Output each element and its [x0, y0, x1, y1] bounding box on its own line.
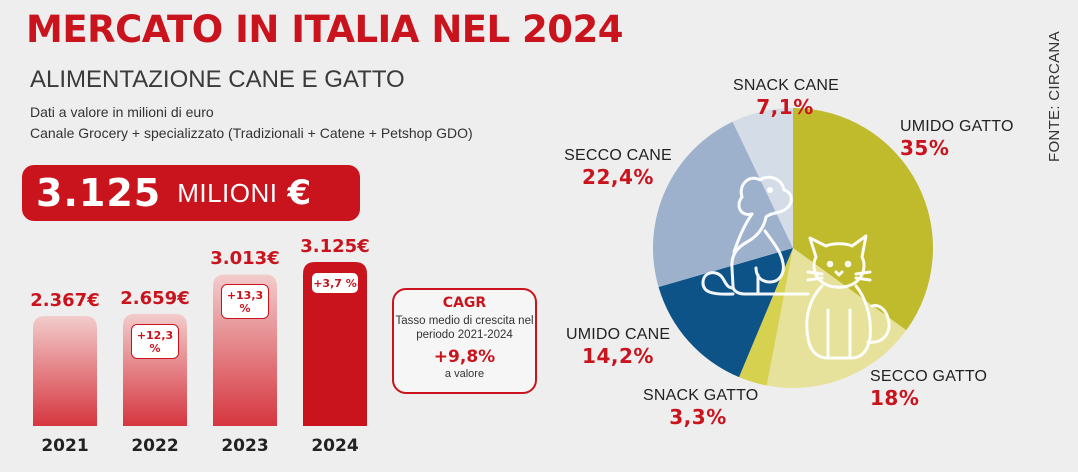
slice-value: 18%	[870, 386, 920, 410]
slice-name: SECCO CANE	[564, 147, 672, 164]
cagr-box: CAGR Tasso medio di crescita nel periodo…	[392, 288, 537, 394]
pie-slice-secco-cane	[653, 121, 793, 288]
slice-name: SNACK CANE	[733, 77, 840, 94]
data-unit-note: Dati a valore in milioni di euro	[30, 104, 214, 120]
slice-name: UMIDO CANE	[566, 326, 671, 343]
year-label: 2022	[131, 436, 179, 456]
cagr-value: +9,8%	[433, 347, 496, 367]
slice-value: 14,2%	[582, 344, 654, 368]
bar-value-label: 2.367€	[30, 290, 100, 311]
slice-name: UMIDO GATTO	[900, 118, 1014, 135]
bar-2021	[33, 316, 97, 426]
bar-value-label: 2.659€	[120, 287, 190, 309]
bar-value-label: 3.013€	[210, 248, 280, 270]
slice-value: 3,3%	[669, 405, 727, 429]
growth-badge: +12,3 %	[131, 323, 179, 359]
year-label: 2023	[221, 436, 269, 456]
pie-label-secco-cane: SECCO CANE 22,4%	[563, 147, 673, 189]
total-market-badge: 3.125 MILIONI €	[22, 165, 360, 221]
pie-label-snack-cane: SNACK CANE 7,1%	[733, 77, 840, 119]
cagr-unit: a valore	[444, 368, 485, 380]
slice-value: 35%	[900, 136, 950, 160]
pie-label-umido-cane: UMIDO CANE 14,2%	[566, 326, 670, 368]
page-title: MERCATO IN ITALIA NEL 2024	[26, 8, 624, 51]
pie-label-snack-gatto: SNACK GATTO 3,3%	[643, 387, 759, 429]
slice-value: 22,4%	[582, 165, 654, 189]
cagr-description: Tasso medio di crescita nel periodo 2021…	[395, 315, 534, 341]
pie-label-secco-gatto: SECCO GATTO 18%	[870, 368, 987, 410]
growth-badge: +3,7 %	[311, 272, 359, 294]
year-label: 2024	[311, 436, 359, 456]
cat-icon	[805, 234, 891, 360]
source-label: FONTE: CIRCANA	[1046, 31, 1063, 162]
dog-icon	[701, 175, 810, 296]
page-subtitle: ALIMENTAZIONE CANE E GATTO	[30, 66, 405, 93]
slice-name: SNACK GATTO	[643, 387, 759, 404]
cagr-title: CAGR	[442, 295, 487, 311]
pie-slice-snack-gatto	[739, 248, 793, 386]
total-value: 3.125	[36, 171, 162, 215]
pie-label-umido-gatto: UMIDO GATTO 35%	[900, 118, 1014, 160]
year-label: 2021	[41, 436, 89, 456]
slice-value: 7,1%	[756, 95, 814, 119]
pie-slice-secco-gatto	[766, 248, 907, 388]
growth-badge: +13,3 %	[221, 284, 269, 320]
pie-slice-umido-gatto	[793, 108, 933, 331]
bar-2024	[303, 262, 367, 426]
channel-note: Canale Grocery + specializzato (Tradizio…	[30, 125, 473, 141]
bar-value-label: 3.125€	[300, 236, 370, 257]
total-unit: MILIONI	[177, 177, 278, 208]
total-currency: €	[287, 173, 312, 213]
slice-name: SECCO GATTO	[870, 368, 988, 385]
